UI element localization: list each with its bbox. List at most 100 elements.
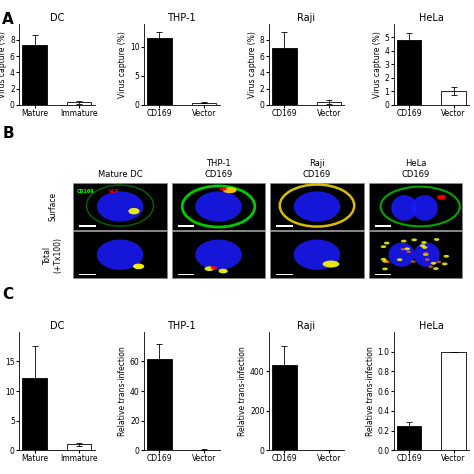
Bar xyxy=(369,183,462,230)
Ellipse shape xyxy=(382,267,388,270)
Ellipse shape xyxy=(431,262,437,264)
Text: B: B xyxy=(2,126,14,141)
Ellipse shape xyxy=(421,241,427,244)
Bar xyxy=(172,231,265,278)
Bar xyxy=(147,38,172,105)
Y-axis label: Relative trans-infection: Relative trans-infection xyxy=(238,346,247,436)
Ellipse shape xyxy=(128,208,139,214)
Ellipse shape xyxy=(401,248,405,250)
Ellipse shape xyxy=(323,261,339,267)
Bar xyxy=(374,226,392,227)
Ellipse shape xyxy=(414,243,440,267)
Bar xyxy=(79,273,96,275)
Ellipse shape xyxy=(219,187,227,191)
Title: DC: DC xyxy=(50,321,64,331)
Ellipse shape xyxy=(389,243,415,267)
Text: THP-1
CD169: THP-1 CD169 xyxy=(204,159,233,179)
Bar xyxy=(317,102,341,105)
Text: HeLa
CD169: HeLa CD169 xyxy=(401,159,429,179)
Ellipse shape xyxy=(385,261,390,263)
Y-axis label: Relative trans-infection: Relative trans-infection xyxy=(0,346,2,436)
Ellipse shape xyxy=(205,266,214,271)
Ellipse shape xyxy=(133,264,144,269)
Text: C: C xyxy=(2,287,13,302)
Bar xyxy=(191,449,216,450)
Bar xyxy=(272,48,297,105)
Bar xyxy=(272,365,297,450)
Ellipse shape xyxy=(381,258,386,261)
Bar xyxy=(178,226,194,227)
Title: HeLa: HeLa xyxy=(419,13,444,23)
Text: A: A xyxy=(2,12,14,27)
Ellipse shape xyxy=(294,239,340,270)
Ellipse shape xyxy=(401,240,407,243)
Bar xyxy=(73,231,166,278)
Ellipse shape xyxy=(383,260,388,263)
Ellipse shape xyxy=(406,251,411,253)
Y-axis label: Virus capture (%): Virus capture (%) xyxy=(0,31,7,98)
Y-axis label: Virus capture (%): Virus capture (%) xyxy=(373,31,382,98)
Ellipse shape xyxy=(444,255,449,258)
Ellipse shape xyxy=(210,266,217,269)
Bar xyxy=(374,273,392,275)
Text: Raji
CD169: Raji CD169 xyxy=(303,159,331,179)
Text: Surface: Surface xyxy=(48,192,57,221)
Ellipse shape xyxy=(97,191,143,222)
Y-axis label: Virus capture (%): Virus capture (%) xyxy=(118,31,127,98)
Ellipse shape xyxy=(384,242,390,245)
Bar xyxy=(67,102,91,105)
Bar xyxy=(441,91,466,105)
Title: Raji: Raji xyxy=(298,13,316,23)
Bar xyxy=(276,273,293,275)
Text: Mature DC: Mature DC xyxy=(98,170,142,179)
Ellipse shape xyxy=(437,261,441,263)
Ellipse shape xyxy=(411,238,417,241)
Ellipse shape xyxy=(442,263,447,265)
Bar xyxy=(178,273,194,275)
Bar xyxy=(276,226,293,227)
Y-axis label: Relative trans-infection: Relative trans-infection xyxy=(365,346,374,436)
Bar xyxy=(147,358,172,450)
Bar xyxy=(191,102,216,105)
Ellipse shape xyxy=(423,253,428,256)
Bar xyxy=(271,183,364,230)
Ellipse shape xyxy=(397,258,402,261)
Title: DC: DC xyxy=(50,13,64,23)
Y-axis label: Relative trans-infection: Relative trans-infection xyxy=(118,346,127,436)
Bar xyxy=(79,226,96,227)
Ellipse shape xyxy=(422,246,428,249)
Ellipse shape xyxy=(97,239,143,270)
Bar xyxy=(441,352,466,450)
Y-axis label: Virus capture (%): Virus capture (%) xyxy=(248,31,257,98)
Ellipse shape xyxy=(195,239,242,270)
Ellipse shape xyxy=(412,195,438,221)
Ellipse shape xyxy=(433,267,438,270)
Title: THP-1: THP-1 xyxy=(167,321,196,331)
Bar xyxy=(369,231,462,278)
Ellipse shape xyxy=(424,252,428,255)
Bar xyxy=(397,426,421,450)
Ellipse shape xyxy=(428,265,433,268)
Bar xyxy=(172,183,265,230)
Ellipse shape xyxy=(223,187,237,193)
Bar xyxy=(22,45,47,105)
Title: Raji: Raji xyxy=(298,321,316,331)
Ellipse shape xyxy=(381,245,386,248)
Bar xyxy=(67,445,91,450)
Ellipse shape xyxy=(425,258,430,261)
Title: THP-1: THP-1 xyxy=(167,13,196,23)
Bar xyxy=(22,378,47,450)
Ellipse shape xyxy=(434,238,439,241)
Ellipse shape xyxy=(411,260,416,263)
Bar xyxy=(271,231,364,278)
Bar xyxy=(73,183,166,230)
Title: HeLa: HeLa xyxy=(419,321,444,331)
Text: Total
(+Tx100): Total (+Tx100) xyxy=(43,237,63,273)
Ellipse shape xyxy=(404,247,410,250)
Ellipse shape xyxy=(420,244,425,247)
Text: VLP: VLP xyxy=(109,189,119,194)
Ellipse shape xyxy=(392,195,418,221)
Ellipse shape xyxy=(294,191,340,222)
Ellipse shape xyxy=(195,191,242,222)
Bar xyxy=(397,40,421,105)
